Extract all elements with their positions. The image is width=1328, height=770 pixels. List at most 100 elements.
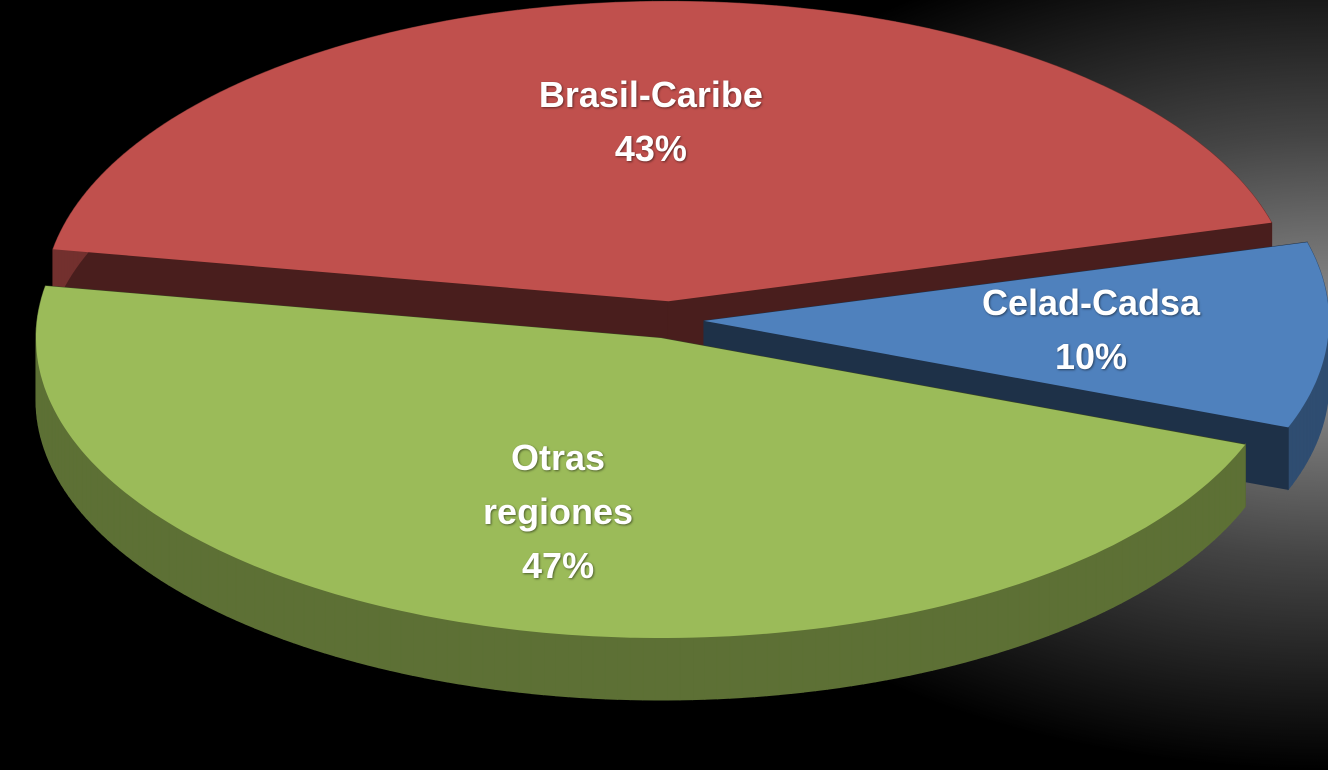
slice-side <box>191 535 202 604</box>
slice-side <box>679 637 694 701</box>
slice-side <box>851 621 864 687</box>
slice-side <box>125 492 134 562</box>
slice-side <box>168 521 177 591</box>
slice-side <box>283 576 295 644</box>
slice-side <box>518 629 532 695</box>
slice-side <box>874 617 888 683</box>
slice-side <box>986 590 999 657</box>
slice-side <box>965 596 978 663</box>
slice <box>53 1 1272 302</box>
slice-side <box>217 548 228 617</box>
slice-side <box>667 637 681 701</box>
slice-side <box>617 636 631 701</box>
slice-side <box>1067 561 1078 629</box>
slice-side <box>1085 552 1097 621</box>
slice-side <box>1112 539 1123 608</box>
slice <box>36 285 1246 638</box>
slice-side <box>107 476 115 546</box>
slice-side <box>815 626 829 692</box>
slice-side <box>555 633 569 698</box>
slice-side <box>313 586 326 654</box>
slice-side <box>200 540 210 609</box>
slice-side <box>897 612 911 679</box>
data-label: Otras regiones 47% <box>438 431 678 593</box>
category-label: Brasil-Caribe <box>538 73 763 115</box>
slice-side <box>954 599 967 666</box>
slice-side <box>324 590 336 657</box>
slice-side <box>356 599 369 666</box>
slice-side <box>1235 448 1242 520</box>
slice-side <box>766 632 780 697</box>
slice-side <box>1287 420 1293 491</box>
slice-side <box>303 583 315 651</box>
slice-side <box>412 612 425 679</box>
slice-side <box>254 565 265 633</box>
slice-side <box>729 634 743 699</box>
slice-side <box>920 607 934 674</box>
slice-side <box>389 607 402 674</box>
slice-side <box>716 635 731 700</box>
slice-side <box>378 605 391 672</box>
slice-side <box>64 426 70 498</box>
slice-side <box>1230 454 1237 525</box>
slice-side <box>81 449 87 520</box>
slice-side <box>1160 512 1170 581</box>
slice-side <box>1121 535 1131 604</box>
slice-side <box>976 593 988 660</box>
slice-side <box>932 604 945 671</box>
slice-side <box>862 619 876 685</box>
slice-side <box>494 626 508 692</box>
slice-side <box>997 586 1009 654</box>
slice-side <box>1057 565 1069 633</box>
slice-side <box>1175 502 1184 572</box>
slice-side <box>1240 443 1246 514</box>
slice-side <box>1076 557 1087 625</box>
slice-side <box>629 637 644 701</box>
slice-side <box>1048 568 1059 637</box>
slice-side <box>183 531 193 600</box>
slice-side <box>175 526 185 595</box>
slice-side <box>704 636 718 700</box>
slice-side <box>57 414 62 487</box>
value-label: 10% <box>1054 335 1128 377</box>
slice-side <box>1182 497 1191 567</box>
slice-side <box>244 561 256 629</box>
slice-side <box>1007 583 1020 651</box>
slice-side <box>470 623 484 689</box>
slice <box>704 242 1328 428</box>
slice-side <box>101 471 109 541</box>
slice-side <box>1103 544 1114 613</box>
slice-side <box>530 630 545 696</box>
slice-side <box>642 637 656 701</box>
slice-side <box>1225 459 1232 530</box>
slice-side <box>273 572 285 640</box>
value-label: 47% <box>522 544 595 586</box>
slice-side <box>886 614 899 681</box>
slice-side <box>446 619 460 685</box>
slice-side <box>1028 576 1040 644</box>
slice-side <box>367 602 380 669</box>
slice-side <box>153 512 162 581</box>
slice-side <box>1195 486 1204 556</box>
slice-side <box>458 621 472 687</box>
slice-side <box>119 487 127 557</box>
slice-side <box>604 636 619 700</box>
slice-side <box>567 634 582 699</box>
slice-side <box>1153 516 1162 586</box>
slice-side <box>909 610 922 676</box>
slice-side <box>334 593 347 660</box>
slice-side <box>1168 507 1177 576</box>
slice-side <box>263 569 275 637</box>
slice-side <box>293 580 305 647</box>
slice-side <box>1018 579 1030 647</box>
data-label: Celad-Cadsa 10% <box>982 276 1200 384</box>
slice-side <box>90 460 98 531</box>
slice-side <box>85 454 92 525</box>
slice-side <box>1137 526 1147 595</box>
slice-side <box>654 637 669 701</box>
slice-side <box>1129 530 1139 600</box>
slice-side <box>1145 521 1155 591</box>
slice-side <box>1095 548 1105 617</box>
